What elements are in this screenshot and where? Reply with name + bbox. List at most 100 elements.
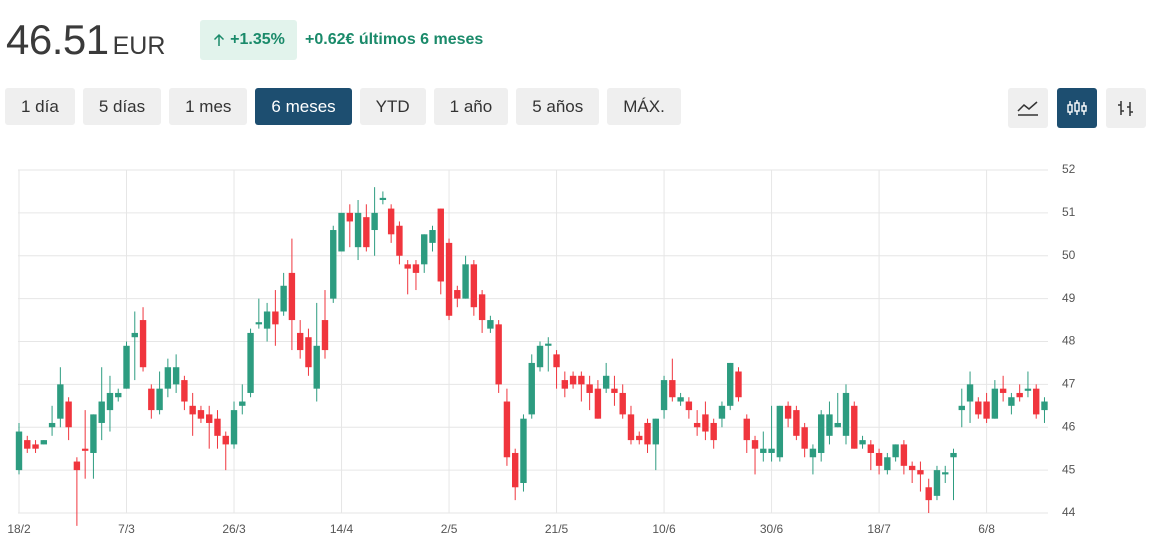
candle-body [1008,397,1015,406]
candle-body [801,427,808,449]
candle-body [602,375,610,389]
candle-body [239,401,246,406]
candle-body [826,414,833,436]
candle-body [437,208,444,282]
candle-body [760,448,767,453]
candle-body [859,440,866,445]
candle-body [330,230,337,299]
x-tick-label: 30/6 [760,522,784,536]
range-button[interactable]: MÁX. [607,88,681,125]
candle-body [214,418,221,436]
candle-body [950,452,957,458]
change-pct: +1.35% [230,31,285,48]
range-button[interactable]: 6 meses [255,88,352,125]
candle-body [892,444,899,458]
candle-body [1016,392,1023,398]
candle-body [470,264,478,308]
candle-body [495,324,502,385]
candle-body [768,448,775,453]
candle-body [73,461,81,471]
range-button[interactable]: 5 días [82,88,162,125]
candle-body [793,410,800,436]
candle-body [363,217,370,248]
candle-body [272,311,279,325]
range-button[interactable]: 5 años [516,88,600,125]
candle-body [57,384,64,419]
currency: EUR [112,32,166,60]
candle-body [735,371,742,398]
y-tick-label: 44 [1062,505,1076,519]
x-tick-label: 18/2 [7,522,31,536]
range-button[interactable]: 1 año [433,88,509,125]
change-text: +0.62€ últimos 6 meses [305,31,484,48]
up-arrow-icon [214,33,225,46]
candle-body [263,311,271,329]
candle-body [636,435,643,441]
candle-body [677,397,684,402]
candle-body [751,440,759,449]
candle-body [917,470,924,475]
candle-body [115,392,122,398]
candle-body [81,448,89,451]
candle-body [255,322,263,325]
candle-body [222,435,229,445]
candle-body [942,472,949,475]
y-tick-label: 52 [1062,162,1076,176]
candle-body [354,212,362,248]
candle-body [15,431,23,471]
candle-body [545,343,552,346]
candle-body [24,440,31,449]
ohlc-chart-button[interactable] [1106,88,1146,128]
candle-body [206,414,213,423]
candle-body [685,401,693,411]
line-chart-button[interactable] [1008,88,1048,128]
candle-body [851,405,858,449]
x-tick-label: 2/5 [441,522,458,536]
candle-body [181,380,188,402]
candle-body [536,345,544,368]
candle-body [396,225,403,256]
y-tick-label: 50 [1062,248,1076,262]
candle-body [172,367,180,385]
range-button[interactable]: YTD [359,88,426,125]
candle-body [553,354,560,368]
candle-body [652,418,659,445]
candle-body [462,264,469,299]
x-tick-label: 26/3 [222,522,246,536]
price-header: 46.51 EUR [6,16,165,64]
y-tick-label: 46 [1062,419,1076,433]
candle-body [40,440,48,445]
candle-body [280,285,287,312]
candle-body [867,444,875,453]
range-button[interactable]: 1 día [5,88,75,125]
candle-body [305,337,312,368]
candle-body [693,422,701,428]
x-tick-label: 21/5 [545,522,569,536]
candle-body [404,264,411,269]
candle-body [65,401,72,428]
candle-body [966,384,974,402]
candle-body [718,405,726,419]
candle-icon [1067,100,1087,115]
candle-body [991,388,999,419]
candle-body [454,290,461,299]
candle-body [296,332,304,351]
candle-body [247,332,254,393]
candle-body [809,448,817,458]
candle-chart-button[interactable] [1057,88,1097,128]
candle-body [338,212,345,252]
candle-body [421,234,428,265]
candle-body [313,345,320,389]
candle-body [586,384,593,393]
candle-body [379,197,387,201]
candle-body [884,457,891,471]
candle-body [429,230,436,243]
candle-body [999,388,1007,393]
range-button[interactable]: 1 mes [169,88,248,125]
x-tick-label: 10/6 [652,522,676,536]
candle-body [478,294,486,321]
candle-body [875,452,883,466]
candle-body [834,422,841,428]
